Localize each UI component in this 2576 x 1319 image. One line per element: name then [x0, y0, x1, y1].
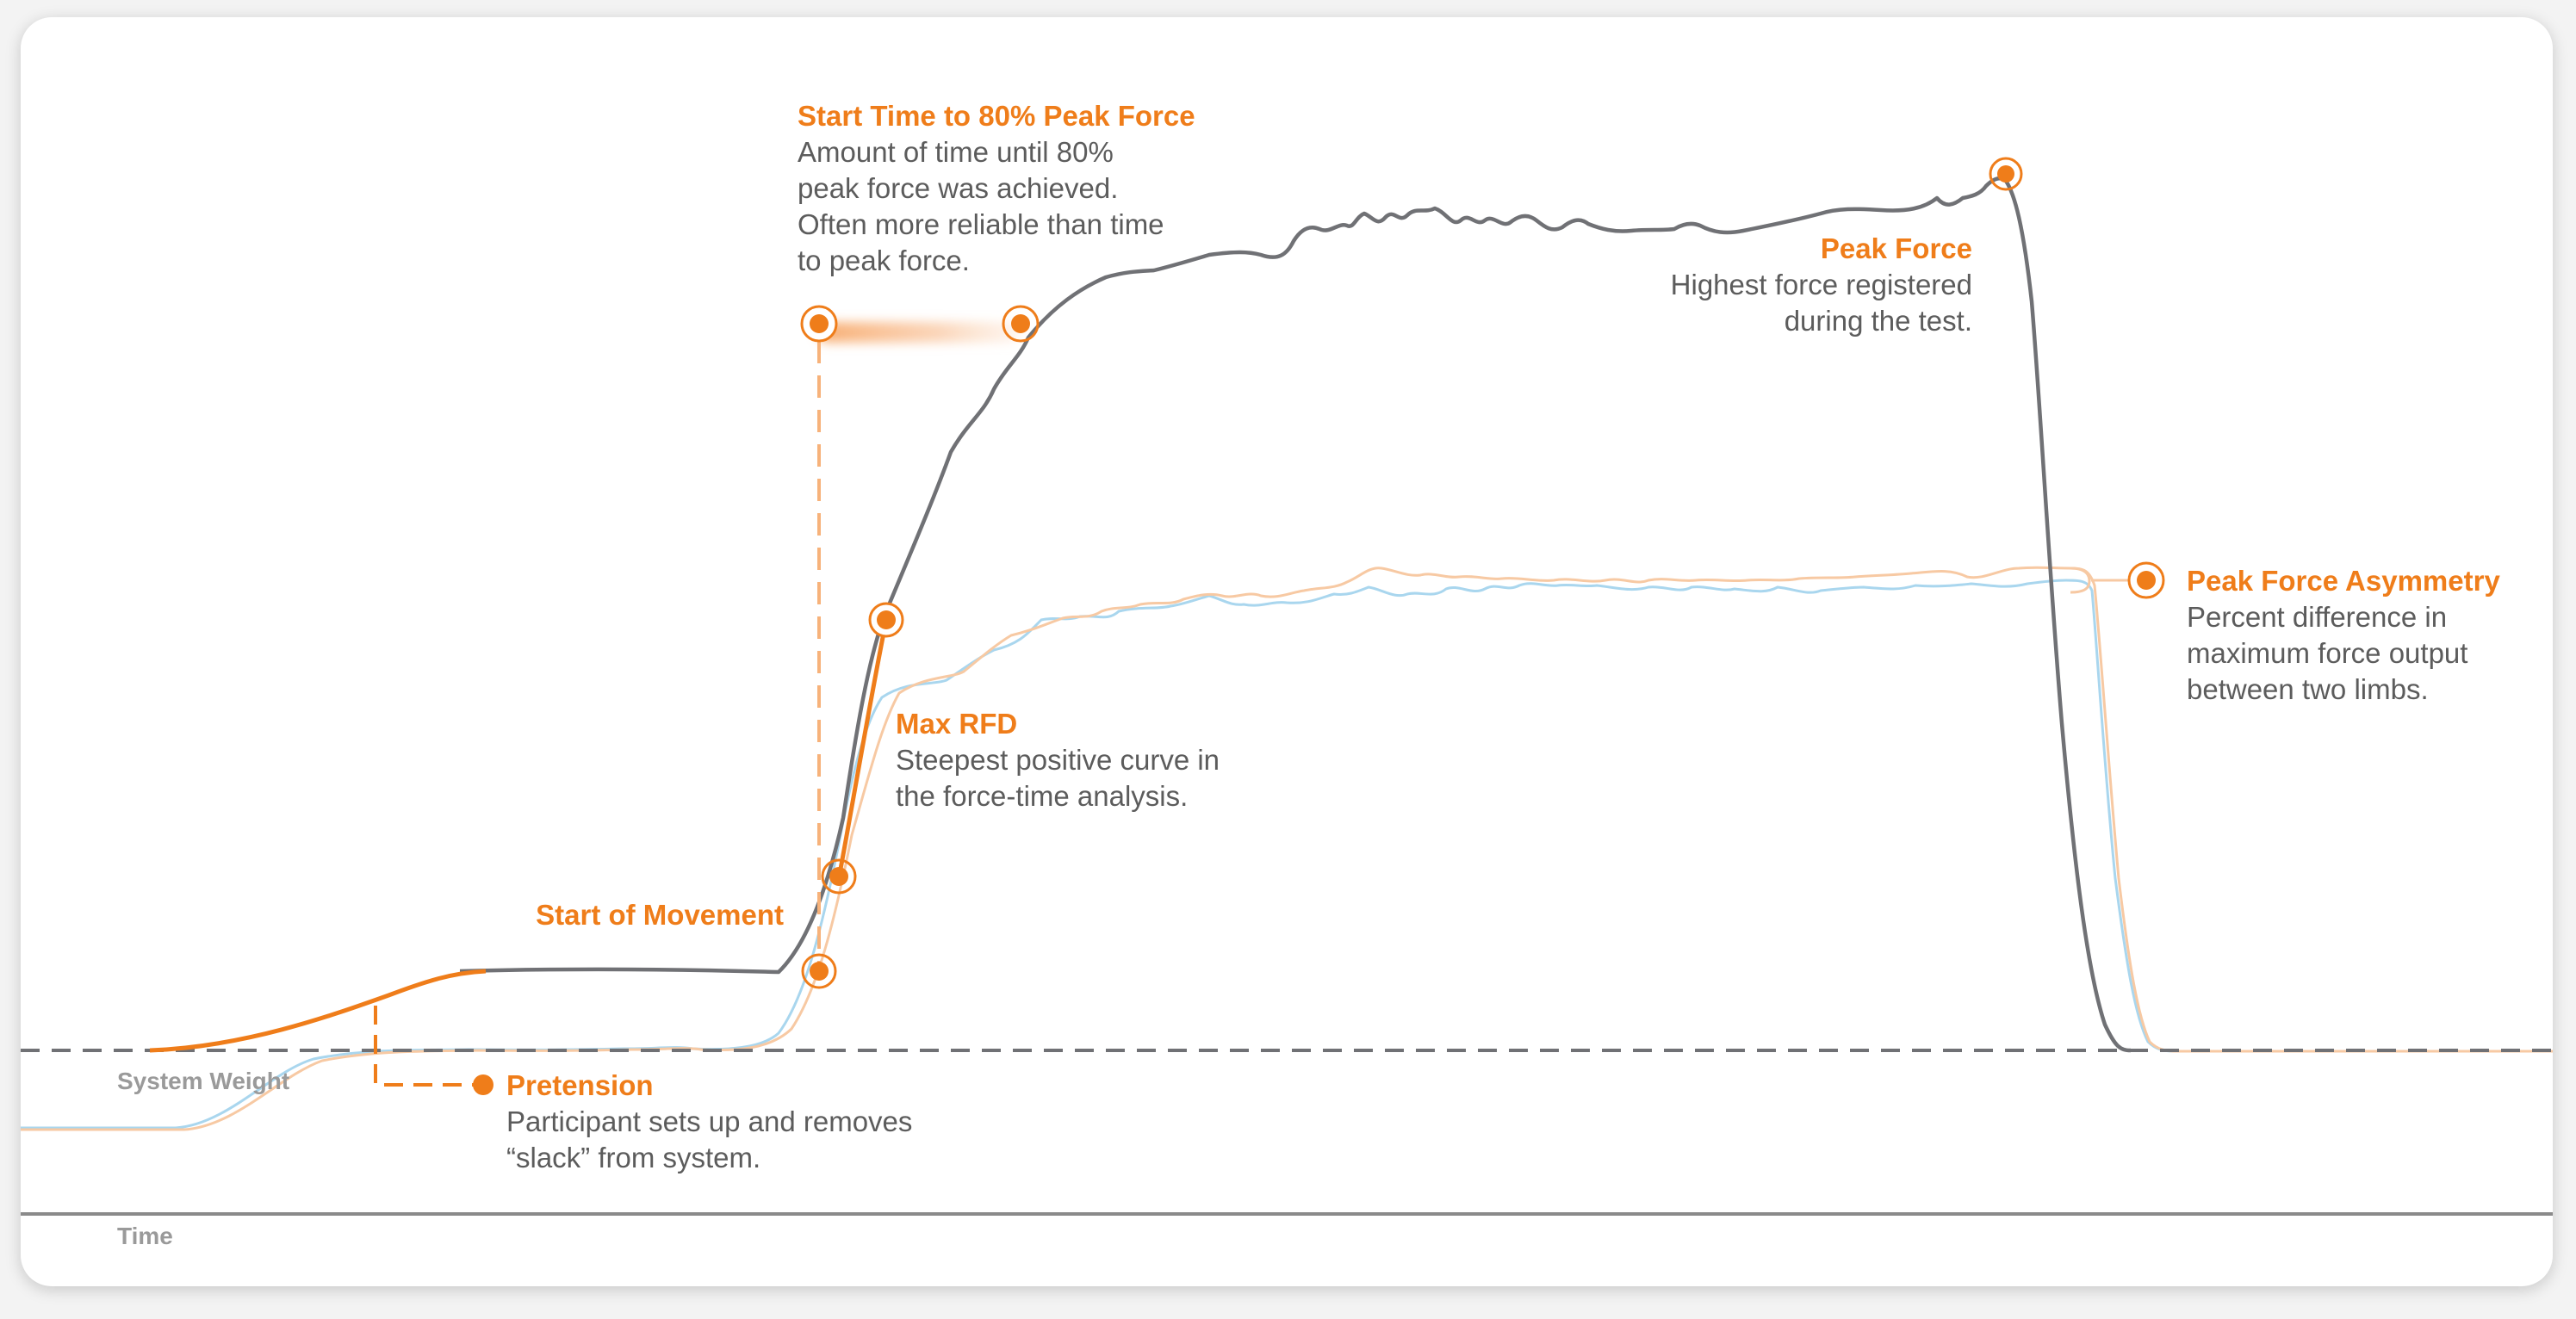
force-time-diagram: Start Time to 80% Peak Force Amount of t… [21, 100, 2553, 1249]
start-80-desc-line: peak force was achieved. [798, 172, 1118, 204]
peak-asymmetry-title: Peak Force Asymmetry [2187, 565, 2500, 597]
pretension-leader [374, 1006, 477, 1087]
pretension-title: Pretension [506, 1069, 654, 1101]
max-rfd-title: Max RFD [896, 708, 1017, 740]
max-rfd-desc-line: the force-time analysis. [896, 780, 1188, 812]
max-rfd-marker[interactable] [868, 602, 904, 638]
pretension-desc-line: “slack” from system. [506, 1142, 760, 1173]
peak-force-desc-line: during the test. [1785, 305, 1972, 337]
rfd-lower-marker[interactable] [821, 858, 857, 895]
peak-force-marker[interactable] [1989, 157, 2023, 191]
peak-asymmetry-desc-line: between two limbs. [2187, 673, 2429, 705]
peak-asymmetry-desc-line: maximum force output [2187, 637, 2467, 669]
max-rfd-segment [836, 619, 889, 879]
start-80-desc-line: Amount of time until 80% [798, 136, 1114, 168]
peak-force-title: Peak Force [1821, 232, 1972, 264]
peak-asymmetry-marker[interactable] [2127, 561, 2165, 599]
diagram-card: Start Time to 80% Peak Force Amount of t… [21, 17, 2553, 1286]
pretension-desc-line: Participant sets up and removes [506, 1105, 912, 1137]
peak-asymmetry-desc-line: Percent difference in [2187, 601, 2447, 633]
start-80-desc-line: Often more reliable than time [798, 208, 1164, 240]
start-80-desc-line: to peak force. [798, 245, 970, 276]
right-limb-trace [21, 579, 2553, 1130]
start-of-movement-marker[interactable] [801, 953, 837, 989]
start-of-movement-title: Start of Movement [536, 899, 784, 931]
time-to-80-glow [817, 322, 1020, 343]
max-rfd-desc-line: Steepest positive curve in [896, 744, 1220, 776]
eighty-percent-marker[interactable] [1002, 305, 1040, 343]
pretension-ramp [149, 969, 487, 1053]
pretension-marker[interactable] [473, 1074, 493, 1095]
start-80-title: Start Time to 80% Peak Force [798, 100, 1195, 132]
asymmetry-bracket [2070, 567, 2091, 594]
system-weight-label: System Weight [117, 1068, 289, 1094]
time-axis-label: Time [117, 1223, 173, 1249]
left-limb-trace [21, 566, 2553, 1131]
peak-force-desc-line: Highest force registered [1671, 269, 1972, 300]
start-80-marker[interactable] [800, 305, 838, 343]
